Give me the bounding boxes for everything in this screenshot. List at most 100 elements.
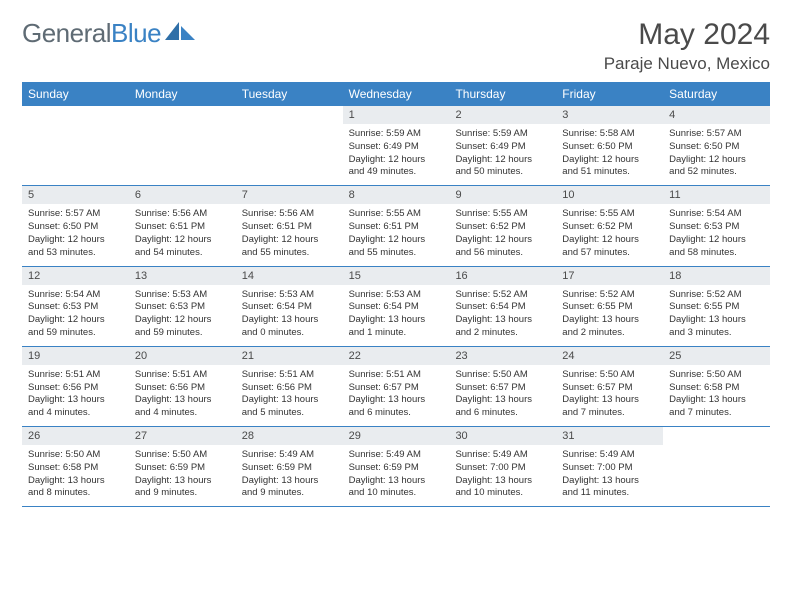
day-number: 29 xyxy=(343,427,450,445)
day-body: Sunrise: 5:52 AMSunset: 6:54 PMDaylight:… xyxy=(449,285,556,346)
sunset-text: Sunset: 6:52 PM xyxy=(562,221,657,234)
day-body: Sunrise: 5:51 AMSunset: 6:56 PMDaylight:… xyxy=(22,365,129,426)
week-row: 19Sunrise: 5:51 AMSunset: 6:56 PMDayligh… xyxy=(22,347,770,427)
day-number xyxy=(236,106,343,112)
day-header: Friday xyxy=(556,82,663,106)
week-row: 1Sunrise: 5:59 AMSunset: 6:49 PMDaylight… xyxy=(22,106,770,186)
day-header: Saturday xyxy=(663,82,770,106)
daylight-text: Daylight: 12 hours and 53 minutes. xyxy=(28,234,123,260)
sunrise-text: Sunrise: 5:50 AM xyxy=(562,369,657,382)
day-body: Sunrise: 5:50 AMSunset: 6:58 PMDaylight:… xyxy=(663,365,770,426)
day-number: 5 xyxy=(22,186,129,204)
day-body: Sunrise: 5:58 AMSunset: 6:50 PMDaylight:… xyxy=(556,124,663,185)
day-cell: 23Sunrise: 5:50 AMSunset: 6:57 PMDayligh… xyxy=(449,347,556,426)
day-cell: 13Sunrise: 5:53 AMSunset: 6:53 PMDayligh… xyxy=(129,267,236,346)
day-number: 20 xyxy=(129,347,236,365)
sunset-text: Sunset: 6:53 PM xyxy=(669,221,764,234)
sunrise-text: Sunrise: 5:57 AM xyxy=(669,128,764,141)
day-cell: 9Sunrise: 5:55 AMSunset: 6:52 PMDaylight… xyxy=(449,186,556,265)
day-body: Sunrise: 5:55 AMSunset: 6:51 PMDaylight:… xyxy=(343,204,450,265)
sunset-text: Sunset: 6:57 PM xyxy=(562,382,657,395)
sunset-text: Sunset: 6:58 PM xyxy=(28,462,123,475)
day-body: Sunrise: 5:57 AMSunset: 6:50 PMDaylight:… xyxy=(663,124,770,185)
daylight-text: Daylight: 12 hours and 52 minutes. xyxy=(669,154,764,180)
day-body: Sunrise: 5:50 AMSunset: 6:57 PMDaylight:… xyxy=(449,365,556,426)
sunrise-text: Sunrise: 5:55 AM xyxy=(562,208,657,221)
day-number: 6 xyxy=(129,186,236,204)
sunrise-text: Sunrise: 5:56 AM xyxy=(135,208,230,221)
sunset-text: Sunset: 6:55 PM xyxy=(669,301,764,314)
brand-general: General xyxy=(22,18,111,49)
day-number: 23 xyxy=(449,347,556,365)
daylight-text: Daylight: 12 hours and 51 minutes. xyxy=(562,154,657,180)
daylight-text: Daylight: 13 hours and 11 minutes. xyxy=(562,475,657,501)
daylight-text: Daylight: 13 hours and 1 minute. xyxy=(349,314,444,340)
week-row: 5Sunrise: 5:57 AMSunset: 6:50 PMDaylight… xyxy=(22,186,770,266)
day-cell xyxy=(236,106,343,185)
brand-blue: Blue xyxy=(111,18,161,49)
day-number: 4 xyxy=(663,106,770,124)
daylight-text: Daylight: 12 hours and 55 minutes. xyxy=(349,234,444,260)
day-cell: 28Sunrise: 5:49 AMSunset: 6:59 PMDayligh… xyxy=(236,427,343,506)
daylight-text: Daylight: 12 hours and 58 minutes. xyxy=(669,234,764,260)
day-number xyxy=(129,106,236,112)
day-number: 26 xyxy=(22,427,129,445)
sunrise-text: Sunrise: 5:51 AM xyxy=(135,369,230,382)
day-cell: 5Sunrise: 5:57 AMSunset: 6:50 PMDaylight… xyxy=(22,186,129,265)
day-body: Sunrise: 5:51 AMSunset: 6:56 PMDaylight:… xyxy=(129,365,236,426)
day-body: Sunrise: 5:56 AMSunset: 6:51 PMDaylight:… xyxy=(129,204,236,265)
sunrise-text: Sunrise: 5:50 AM xyxy=(669,369,764,382)
day-number: 1 xyxy=(343,106,450,124)
day-number: 27 xyxy=(129,427,236,445)
daylight-text: Daylight: 13 hours and 2 minutes. xyxy=(455,314,550,340)
daylight-text: Daylight: 13 hours and 4 minutes. xyxy=(135,394,230,420)
day-body: Sunrise: 5:56 AMSunset: 6:51 PMDaylight:… xyxy=(236,204,343,265)
day-body: Sunrise: 5:52 AMSunset: 6:55 PMDaylight:… xyxy=(556,285,663,346)
sunrise-text: Sunrise: 5:52 AM xyxy=(562,289,657,302)
sunrise-text: Sunrise: 5:49 AM xyxy=(562,449,657,462)
daylight-text: Daylight: 13 hours and 0 minutes. xyxy=(242,314,337,340)
logo-sail-icon xyxy=(165,18,195,49)
page-header: GeneralBlue May 2024 Paraje Nuevo, Mexic… xyxy=(22,18,770,74)
daylight-text: Daylight: 13 hours and 6 minutes. xyxy=(349,394,444,420)
day-number: 24 xyxy=(556,347,663,365)
daylight-text: Daylight: 13 hours and 10 minutes. xyxy=(349,475,444,501)
daylight-text: Daylight: 12 hours and 56 minutes. xyxy=(455,234,550,260)
day-number: 11 xyxy=(663,186,770,204)
daylight-text: Daylight: 13 hours and 9 minutes. xyxy=(242,475,337,501)
day-number: 25 xyxy=(663,347,770,365)
day-number: 12 xyxy=(22,267,129,285)
day-cell: 14Sunrise: 5:53 AMSunset: 6:54 PMDayligh… xyxy=(236,267,343,346)
day-cell: 19Sunrise: 5:51 AMSunset: 6:56 PMDayligh… xyxy=(22,347,129,426)
day-number xyxy=(663,427,770,433)
day-body: Sunrise: 5:49 AMSunset: 6:59 PMDaylight:… xyxy=(343,445,450,506)
sunrise-text: Sunrise: 5:51 AM xyxy=(349,369,444,382)
day-cell xyxy=(22,106,129,185)
daylight-text: Daylight: 13 hours and 4 minutes. xyxy=(28,394,123,420)
week-row: 12Sunrise: 5:54 AMSunset: 6:53 PMDayligh… xyxy=(22,267,770,347)
daylight-text: Daylight: 12 hours and 54 minutes. xyxy=(135,234,230,260)
sunrise-text: Sunrise: 5:54 AM xyxy=(669,208,764,221)
day-cell: 7Sunrise: 5:56 AMSunset: 6:51 PMDaylight… xyxy=(236,186,343,265)
brand-logo: GeneralBlue xyxy=(22,18,195,49)
day-body: Sunrise: 5:55 AMSunset: 6:52 PMDaylight:… xyxy=(556,204,663,265)
sunset-text: Sunset: 6:51 PM xyxy=(242,221,337,234)
day-number: 15 xyxy=(343,267,450,285)
day-number: 8 xyxy=(343,186,450,204)
location-subtitle: Paraje Nuevo, Mexico xyxy=(604,54,770,74)
day-body: Sunrise: 5:53 AMSunset: 6:53 PMDaylight:… xyxy=(129,285,236,346)
weeks-container: 1Sunrise: 5:59 AMSunset: 6:49 PMDaylight… xyxy=(22,106,770,507)
day-cell: 24Sunrise: 5:50 AMSunset: 6:57 PMDayligh… xyxy=(556,347,663,426)
sunset-text: Sunset: 6:56 PM xyxy=(242,382,337,395)
daylight-text: Daylight: 13 hours and 3 minutes. xyxy=(669,314,764,340)
day-body: Sunrise: 5:50 AMSunset: 6:57 PMDaylight:… xyxy=(556,365,663,426)
sunrise-text: Sunrise: 5:56 AM xyxy=(242,208,337,221)
sunrise-text: Sunrise: 5:53 AM xyxy=(135,289,230,302)
sunset-text: Sunset: 6:51 PM xyxy=(349,221,444,234)
daylight-text: Daylight: 12 hours and 55 minutes. xyxy=(242,234,337,260)
day-number: 7 xyxy=(236,186,343,204)
sunset-text: Sunset: 6:54 PM xyxy=(242,301,337,314)
day-cell: 22Sunrise: 5:51 AMSunset: 6:57 PMDayligh… xyxy=(343,347,450,426)
day-body: Sunrise: 5:50 AMSunset: 6:59 PMDaylight:… xyxy=(129,445,236,506)
day-number: 10 xyxy=(556,186,663,204)
